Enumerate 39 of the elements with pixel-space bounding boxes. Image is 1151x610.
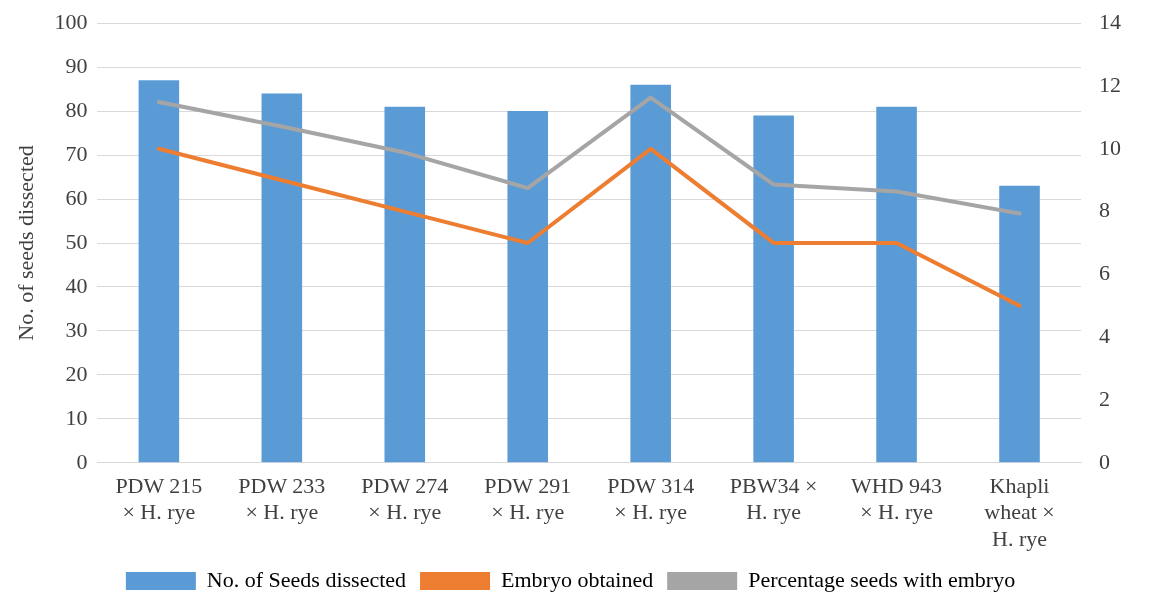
y2-tick-label: 6 — [1099, 260, 1110, 286]
y-tick-label: 80 — [65, 96, 88, 122]
x-tick-label: PDW 215 × H. rye — [115, 472, 203, 525]
y-tick-label: 0 — [76, 448, 88, 474]
x-tick-label: PDW 274 × H. rye — [361, 472, 449, 525]
y-axis-title: No. of seeds dissected — [12, 145, 38, 341]
x-tick-label: WHD 943 × H. rye — [851, 472, 943, 525]
bar — [999, 185, 1040, 463]
y-tick-label: 10 — [65, 404, 88, 430]
bar — [138, 80, 180, 463]
y2-tick-label: 2 — [1099, 385, 1110, 411]
y-tick-label: 40 — [65, 272, 88, 298]
y2-tick-label: 0 — [1099, 448, 1110, 474]
bar — [876, 106, 917, 463]
y-tick-label: 70 — [65, 140, 88, 166]
y2-tick-label: 14 — [1099, 8, 1121, 34]
y2-tick-label: 12 — [1099, 71, 1121, 97]
bar — [261, 93, 303, 463]
legend-label: No. of Seeds dissected — [206, 566, 407, 592]
y-tick-label: 30 — [65, 316, 88, 342]
bar — [753, 115, 794, 463]
bar — [630, 84, 671, 463]
y-tick-label: 90 — [65, 52, 88, 78]
x-tick-label: Khapli wheat × H. rye — [984, 472, 1055, 551]
x-tick-label: PBW34 × H. rye — [729, 472, 818, 525]
y-tick-label: 20 — [65, 360, 88, 386]
x-tick-label: PDW 233 × H. rye — [238, 472, 326, 525]
legend-label: Percentage seeds with embryo — [748, 566, 1016, 592]
y-tick-label: 50 — [65, 228, 88, 254]
x-tick-label: PDW 314 × H. rye — [607, 472, 695, 525]
bar — [384, 106, 426, 463]
y-tick-label: 60 — [65, 184, 88, 210]
y2-tick-label: 10 — [1099, 134, 1121, 160]
y-tick-label: 100 — [54, 8, 88, 34]
y2-tick-label: 4 — [1099, 322, 1110, 348]
bar — [507, 111, 549, 463]
y2-tick-label: 8 — [1099, 197, 1110, 223]
legend-label: Embryo obtained — [501, 566, 654, 592]
x-tick-label: PDW 291 × H. rye — [484, 472, 572, 525]
